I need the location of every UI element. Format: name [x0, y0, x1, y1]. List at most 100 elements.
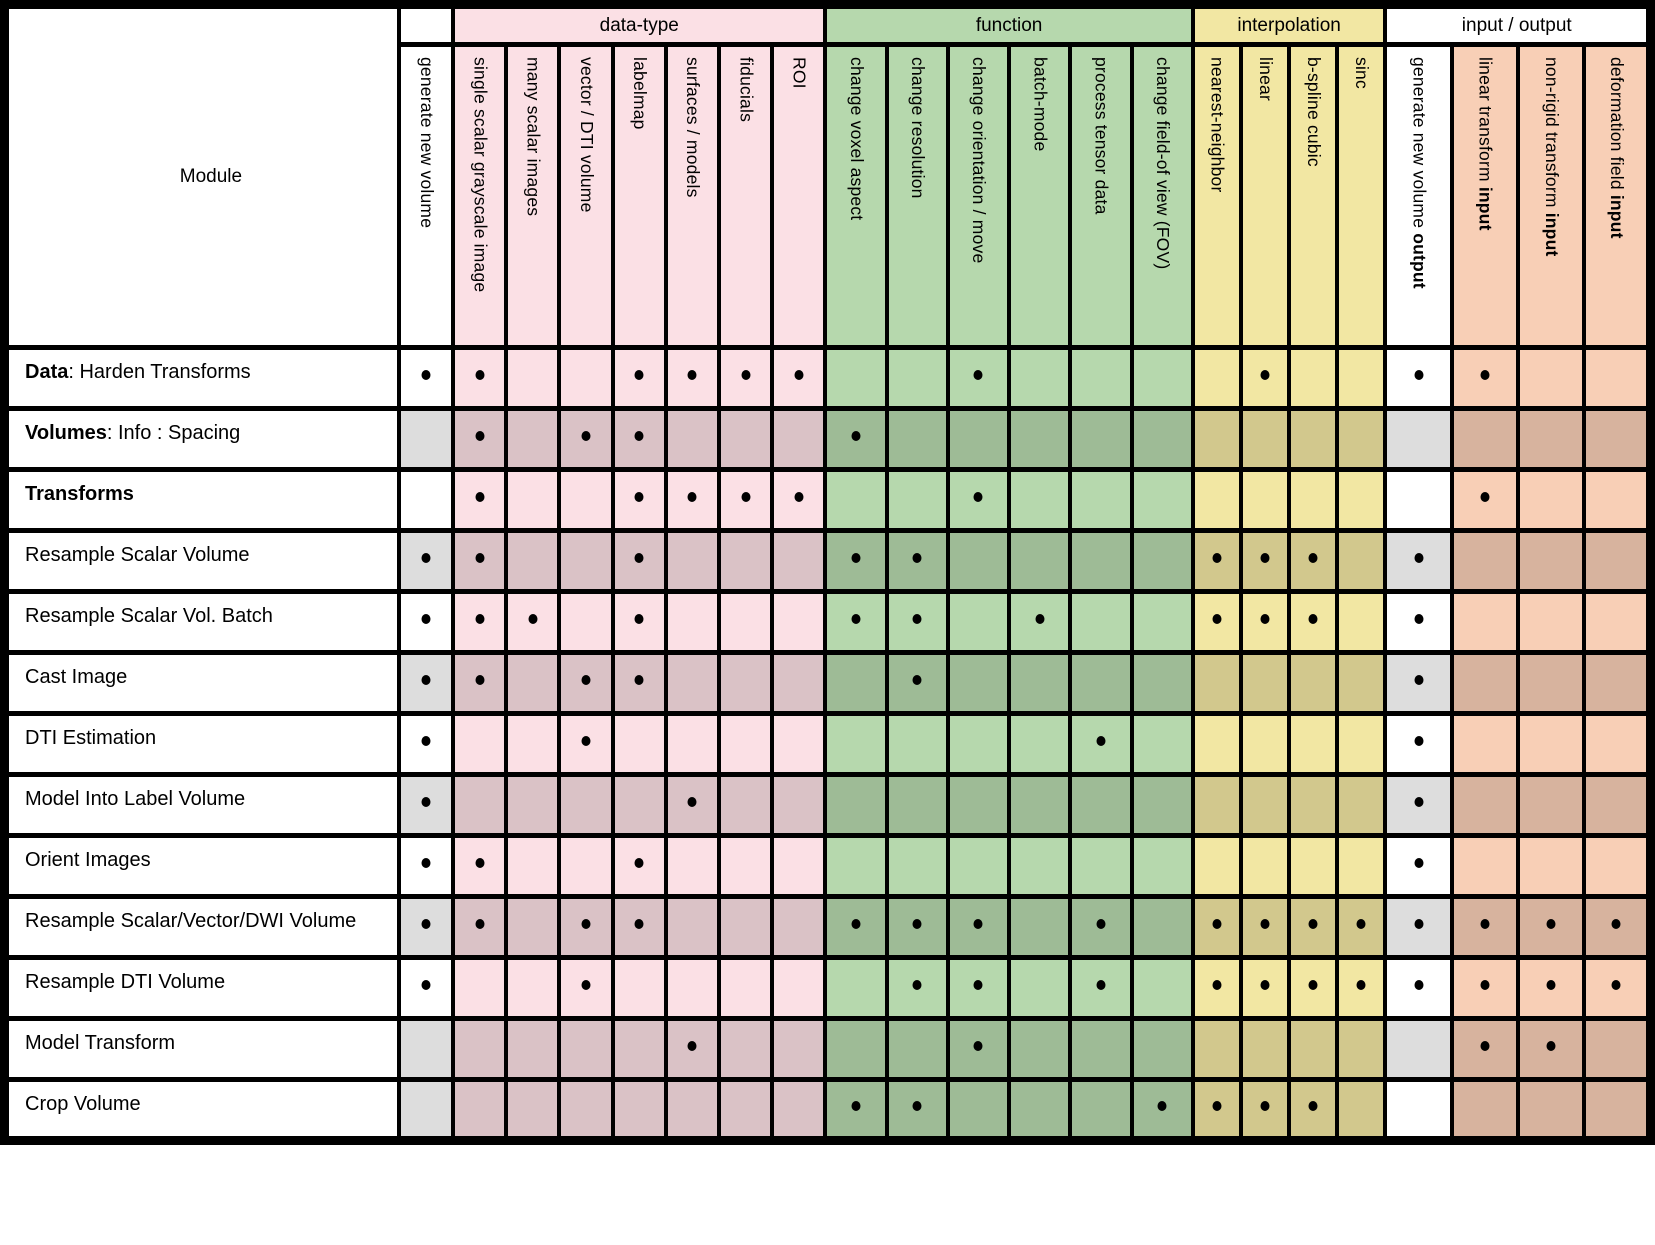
matrix-cell [396, 345, 456, 411]
matrix-cell [1238, 1016, 1292, 1082]
matrix-cell [1335, 772, 1388, 838]
column-header-row: generate new volume single scalar graysca… [5, 42, 1653, 350]
matrix-cell [1383, 345, 1454, 411]
feature-dot [475, 857, 485, 868]
matrix-cell [1238, 711, 1292, 777]
column-header-label: b-spline cubic [1303, 57, 1324, 167]
matrix-cell [557, 406, 615, 472]
matrix-cell [451, 650, 509, 716]
matrix-cell [884, 1016, 950, 1082]
matrix-cell [663, 406, 722, 472]
matrix-cell [770, 467, 828, 533]
matrix-cell [1007, 406, 1073, 472]
matrix-cell [1582, 345, 1653, 411]
matrix-cell [823, 345, 889, 411]
matrix-cell [717, 1016, 775, 1082]
matrix-cell [1335, 1016, 1388, 1082]
matrix-cell [1449, 955, 1520, 1021]
matrix-cell [884, 955, 950, 1021]
feature-dot [1414, 857, 1424, 868]
matrix-cell [770, 650, 828, 716]
matrix-cell [1190, 1016, 1243, 1082]
matrix-cell [1068, 345, 1134, 411]
column-header: change resolution [884, 42, 950, 350]
feature-dot [1096, 918, 1106, 929]
feature-dot [421, 857, 431, 868]
matrix-cell [1383, 406, 1454, 472]
matrix-cell [1383, 772, 1454, 838]
matrix-cell [1190, 528, 1243, 594]
matrix-cell [1287, 345, 1340, 411]
feature-dot [1212, 552, 1222, 563]
matrix-cell [1383, 711, 1454, 777]
matrix-cell [1068, 1016, 1134, 1082]
matrix-cell [451, 467, 509, 533]
column-header: deformation field input [1582, 42, 1653, 350]
matrix-cell [1582, 1077, 1653, 1143]
feature-dot [634, 491, 644, 502]
matrix-cell [884, 833, 950, 899]
matrix-cell [663, 955, 722, 1021]
matrix-cell [557, 345, 615, 411]
matrix-cell [451, 833, 509, 899]
matrix-cell [1582, 650, 1653, 716]
matrix-cell [1238, 406, 1292, 472]
column-header: many scalar images [504, 42, 562, 350]
column-header-label: non-rigid transform input [1541, 57, 1562, 257]
matrix-cell [504, 894, 562, 960]
feature-dot [475, 674, 485, 685]
column-header: process tensor data [1068, 42, 1134, 350]
matrix-cell [504, 406, 562, 472]
matrix-cell [770, 1077, 828, 1143]
matrix-cell [1007, 467, 1073, 533]
matrix-cell [1383, 1016, 1454, 1082]
feature-dot [687, 1040, 697, 1051]
matrix-cell [1449, 406, 1520, 472]
matrix-cell [1129, 345, 1195, 411]
matrix-cell [823, 467, 889, 533]
feature-dot [1260, 552, 1270, 563]
matrix-cell [717, 589, 775, 655]
matrix-cell [1449, 1077, 1520, 1143]
table-row: Resample DTI Volume [2, 955, 1653, 1021]
feature-dot [581, 430, 591, 441]
matrix-cell [1129, 833, 1195, 899]
matrix-cell [504, 467, 562, 533]
matrix-cell [1068, 894, 1134, 960]
matrix-cell [1068, 833, 1134, 899]
matrix-cell [945, 467, 1012, 533]
column-header: single scalar grayscale image [451, 42, 509, 350]
feature-dot [634, 613, 644, 624]
matrix-cell [1335, 711, 1388, 777]
column-header-label: single scalar grayscale image [470, 57, 491, 293]
matrix-cell [1449, 711, 1520, 777]
module-name: DTI Estimation [2, 711, 401, 777]
module-name: Resample DTI Volume [2, 955, 401, 1021]
matrix-cell [557, 1016, 615, 1082]
column-header-label: generate new volume output [1409, 57, 1430, 289]
matrix-cell [1190, 711, 1243, 777]
feature-dot [973, 1040, 983, 1051]
matrix-cell [717, 772, 775, 838]
module-name: Volumes: Info : Spacing [2, 406, 401, 472]
feature-dot [1260, 918, 1270, 929]
matrix-cell [823, 772, 889, 838]
matrix-cell [663, 528, 722, 594]
feature-dot [1546, 918, 1556, 929]
matrix-cell [504, 528, 562, 594]
matrix-cell [557, 1077, 615, 1143]
column-header-label: linear [1255, 57, 1276, 102]
matrix-cell [663, 772, 722, 838]
feature-dot [741, 369, 751, 380]
matrix-body: Data: Harden Transforms Volumes: Info : S… [2, 345, 1653, 1143]
matrix-cell [610, 955, 668, 1021]
feature-dot [581, 674, 591, 685]
feature-dot [1356, 918, 1366, 929]
matrix-cell [1129, 528, 1195, 594]
matrix-cell [1335, 955, 1388, 1021]
matrix-cell [504, 955, 562, 1021]
matrix-cell [1383, 894, 1454, 960]
matrix-cell [610, 528, 668, 594]
feature-dot [1480, 1040, 1490, 1051]
matrix-cell [663, 467, 722, 533]
